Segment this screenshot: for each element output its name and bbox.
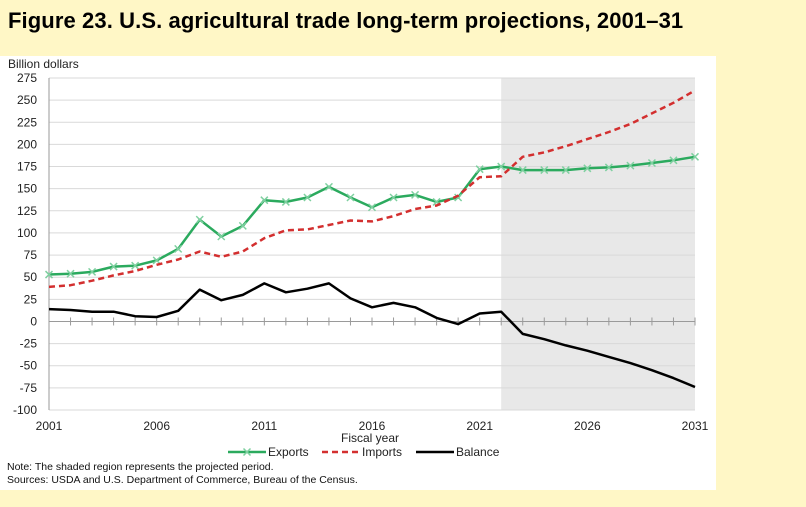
- chart-panel: 275 250 225 200 175 150 125 100 75 50 25 0 -25 -50 -75…: [0, 56, 716, 490]
- y-tick-label: 50: [24, 270, 38, 284]
- y-tick-label: 25: [24, 292, 38, 306]
- y-tick-label: 100: [17, 226, 37, 240]
- x-axis-label: Fiscal year: [341, 431, 399, 445]
- exports-marker: [518, 166, 527, 175]
- exports-marker: [174, 244, 183, 253]
- series-line-balance: [48, 282, 696, 389]
- legend-label-imports: Imports: [362, 445, 402, 459]
- exports-marker: [346, 193, 355, 202]
- y-tick-label: -25: [20, 337, 38, 351]
- exports-marker: [152, 256, 161, 265]
- exports-marker: [303, 193, 312, 202]
- exports-marker: [238, 221, 247, 230]
- exports-marker: [324, 182, 333, 191]
- exports-marker: [690, 152, 700, 161]
- line-chart: 2752502252001751501251007550250-25-50-75…: [8, 57, 709, 459]
- exports-marker: [281, 197, 290, 206]
- y-tick-label: -75: [20, 381, 38, 395]
- exports-marker: [66, 269, 75, 278]
- exports-marker: [583, 164, 592, 173]
- x-tick-label: 2011: [251, 419, 277, 433]
- exports-marker: [454, 193, 463, 202]
- y-tick-label: 150: [17, 182, 37, 196]
- legend-marker: [242, 447, 252, 457]
- legend-label-exports: Exports: [268, 445, 309, 459]
- chart-note: Note: The shaded region represents the p…: [7, 461, 274, 473]
- legend-label-balance: Balance: [456, 445, 500, 459]
- chart-sources: Sources: USDA and U.S. Department of Com…: [7, 474, 358, 486]
- exports-marker: [109, 262, 118, 271]
- y-tick-label: 275: [17, 71, 37, 85]
- x-tick-label: 2001: [36, 419, 63, 433]
- y-tick-label: 0: [30, 314, 37, 328]
- y-axis-label: Billion dollars: [8, 57, 79, 71]
- y-tick-label: 225: [17, 115, 37, 129]
- y-tick-label: 175: [17, 160, 37, 174]
- x-tick-label: 2026: [574, 419, 601, 433]
- y-tick-label: 250: [17, 93, 37, 107]
- exports-marker: [626, 161, 635, 170]
- exports-marker: [561, 166, 570, 175]
- figure-title: Figure 23. U.S. agricultural trade long-…: [8, 8, 684, 33]
- exports-marker: [389, 193, 398, 202]
- exports-marker: [195, 215, 204, 224]
- y-tick-label: -100: [13, 403, 37, 417]
- exports-marker: [88, 267, 97, 276]
- exports-marker: [44, 270, 54, 279]
- exports-marker: [540, 166, 549, 175]
- exports-marker: [497, 162, 506, 171]
- y-tick-label: -50: [20, 359, 38, 373]
- exports-marker: [647, 158, 656, 168]
- y-tick-label: 75: [24, 248, 38, 262]
- x-tick-label: 2031: [682, 419, 709, 433]
- projected-region: [501, 78, 695, 410]
- exports-marker: [367, 203, 377, 212]
- x-tick-label: 2016: [359, 419, 386, 433]
- x-tick-label: 2021: [466, 419, 493, 433]
- exports-marker: [131, 261, 140, 270]
- exports-marker: [260, 196, 269, 205]
- y-tick-label: 125: [17, 204, 37, 218]
- exports-marker: [604, 163, 613, 172]
- exports-marker: [217, 232, 226, 241]
- exports-marker: [411, 190, 420, 199]
- exports-marker: [669, 156, 678, 165]
- exports-marker: [475, 165, 484, 174]
- y-tick-label: 200: [17, 137, 37, 151]
- x-tick-label: 2006: [143, 419, 170, 433]
- series-line-imports: [48, 89, 696, 289]
